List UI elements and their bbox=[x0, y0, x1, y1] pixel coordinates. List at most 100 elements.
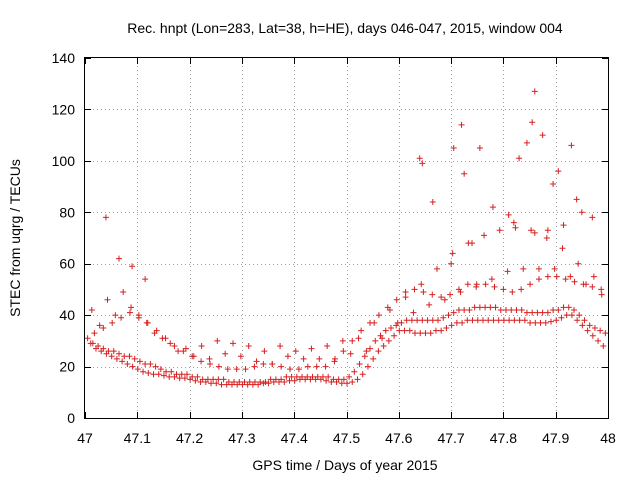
data-point bbox=[269, 361, 276, 367]
data-points bbox=[84, 88, 609, 388]
data-point bbox=[509, 289, 516, 295]
data-point bbox=[420, 289, 427, 295]
data-point bbox=[568, 312, 575, 319]
data-point bbox=[278, 376, 285, 383]
data-point bbox=[571, 307, 578, 313]
data-point bbox=[449, 250, 456, 257]
data-point bbox=[482, 281, 489, 288]
data-point bbox=[182, 345, 189, 352]
data-point bbox=[490, 317, 497, 324]
data-point bbox=[335, 376, 342, 383]
data-point bbox=[325, 373, 332, 380]
data-point bbox=[129, 263, 136, 270]
data-point bbox=[178, 371, 185, 378]
data-point bbox=[358, 327, 365, 334]
y-axis-label: STEC from uqrg / TECUs bbox=[7, 159, 23, 317]
data-point bbox=[539, 309, 546, 316]
data-point bbox=[331, 358, 338, 365]
data-point bbox=[578, 209, 585, 216]
data-point bbox=[347, 350, 354, 357]
data-point bbox=[500, 317, 507, 324]
data-point bbox=[370, 355, 377, 362]
data-point bbox=[105, 348, 112, 355]
data-point bbox=[560, 222, 567, 229]
data-point bbox=[544, 273, 551, 280]
data-point bbox=[102, 214, 109, 221]
data-point bbox=[363, 348, 370, 355]
data-point bbox=[429, 291, 436, 298]
data-point bbox=[375, 312, 382, 319]
data-point bbox=[531, 229, 538, 236]
data-point bbox=[339, 337, 346, 344]
data-point bbox=[537, 319, 544, 326]
data-point bbox=[284, 353, 291, 360]
data-point bbox=[286, 377, 293, 384]
data-point bbox=[299, 373, 306, 380]
data-point bbox=[598, 291, 605, 298]
data-point bbox=[359, 371, 366, 378]
data-point bbox=[344, 380, 351, 387]
data-point bbox=[418, 281, 425, 288]
x-tick-label: 47.9 bbox=[542, 430, 569, 446]
x-axis-label: GPS time / Days of year 2015 bbox=[252, 457, 437, 473]
data-point bbox=[230, 340, 237, 347]
data-point bbox=[222, 350, 229, 357]
data-point bbox=[304, 373, 311, 380]
data-point bbox=[506, 317, 513, 324]
data-point bbox=[242, 366, 249, 373]
data-point bbox=[579, 322, 586, 329]
data-point bbox=[194, 373, 201, 380]
data-point bbox=[109, 319, 116, 326]
data-point bbox=[100, 325, 107, 331]
data-point bbox=[471, 304, 478, 311]
data-point bbox=[488, 276, 495, 283]
data-point bbox=[424, 317, 431, 324]
data-point bbox=[563, 312, 570, 319]
data-point bbox=[419, 317, 426, 324]
data-point bbox=[555, 168, 562, 175]
data-point bbox=[571, 278, 578, 285]
data-point bbox=[474, 317, 481, 324]
data-point bbox=[575, 260, 582, 267]
data-point bbox=[562, 276, 569, 283]
data-point bbox=[113, 355, 120, 362]
y-tick-label: 80 bbox=[59, 204, 75, 220]
data-point bbox=[476, 304, 483, 311]
data-point bbox=[151, 330, 158, 337]
data-point bbox=[516, 155, 523, 162]
x-tick-label: 47.6 bbox=[385, 430, 412, 446]
data-point bbox=[492, 304, 499, 311]
data-point bbox=[95, 343, 102, 349]
data-point bbox=[175, 348, 182, 355]
data-point bbox=[89, 340, 96, 347]
data-point bbox=[160, 372, 167, 379]
data-point bbox=[322, 363, 329, 370]
data-point bbox=[346, 373, 353, 380]
data-point bbox=[140, 368, 147, 375]
data-point bbox=[491, 283, 498, 290]
data-point bbox=[340, 348, 347, 355]
data-point bbox=[412, 330, 419, 337]
data-point bbox=[155, 371, 162, 378]
data-point bbox=[120, 289, 127, 295]
data-point bbox=[539, 132, 546, 139]
data-point bbox=[288, 373, 295, 380]
data-point bbox=[251, 379, 258, 385]
data-point bbox=[142, 276, 149, 283]
data-point bbox=[574, 317, 581, 324]
data-point bbox=[267, 376, 274, 383]
data-point bbox=[542, 319, 549, 326]
data-point bbox=[176, 375, 183, 382]
data-point bbox=[429, 199, 436, 205]
data-point bbox=[136, 358, 143, 365]
data-point bbox=[157, 366, 164, 373]
data-point bbox=[597, 327, 604, 334]
data-point bbox=[385, 337, 392, 344]
data-point bbox=[372, 337, 379, 344]
data-point bbox=[314, 373, 321, 380]
data-point bbox=[225, 379, 232, 385]
y-tick-label: 20 bbox=[59, 359, 75, 375]
data-point bbox=[473, 283, 480, 290]
data-point bbox=[523, 309, 530, 316]
